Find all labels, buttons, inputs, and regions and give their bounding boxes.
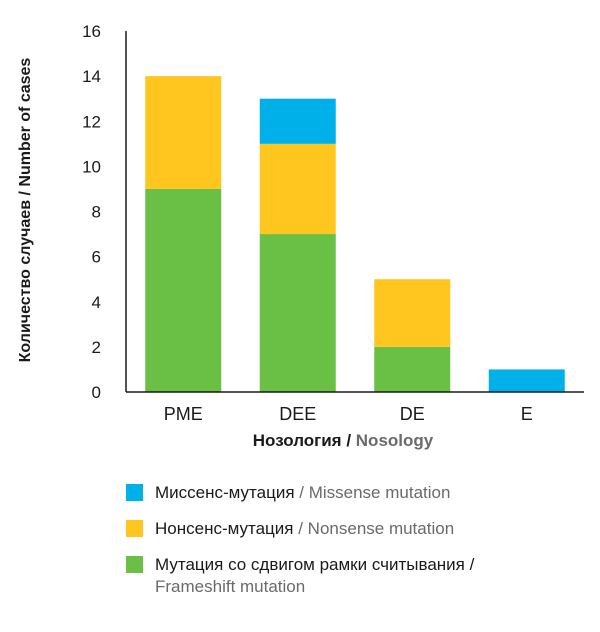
legend-label-frameshift: Мутация со сдвигом рамки считывания / Fr…: [155, 554, 474, 598]
legend-label-missense-ru: Миссенс-мутация: [155, 483, 295, 502]
bar-missense-dee: [259, 98, 336, 144]
y-tick-label: 16: [82, 22, 101, 41]
bar-frameshift-dee: [259, 234, 336, 392]
y-tick-label: 6: [92, 248, 101, 267]
bar-nonsense-pme: [145, 76, 222, 189]
legend-label-nonsense-ru: Нонсенс-мутация: [155, 519, 294, 538]
x-axis-title-en: Nosology: [356, 431, 434, 450]
legend-item-missense: Миссенс-мутация / Missense mutation: [126, 482, 586, 504]
bar-missense-e: [488, 369, 565, 392]
y-tick-label: 12: [82, 112, 101, 131]
legend-label-nonsense-en: Nonsense mutation: [307, 519, 455, 538]
legend-label-frameshift-sep: /: [464, 555, 475, 574]
x-axis-title-separator: /: [342, 431, 356, 450]
x-axis-title-ru: Нозология: [253, 431, 342, 450]
legend-label-missense: Миссенс-мутация / Missense mutation: [155, 482, 450, 504]
y-tick-label: 14: [82, 67, 101, 86]
x-tick-label: PME: [164, 404, 203, 424]
y-tick-label: 4: [92, 293, 101, 312]
x-tick-label: DE: [400, 404, 425, 424]
legend-label-missense-en: Missense mutation: [308, 483, 451, 502]
bar-nonsense-de: [374, 279, 451, 347]
legend-label-missense-sep: /: [294, 483, 309, 502]
y-axis-title-en: Number of cases: [17, 58, 34, 187]
y-tick-label: 2: [92, 338, 101, 357]
legend-swatch-frameshift: [126, 556, 143, 573]
legend-label-frameshift-ru: Мутация со сдвигом рамки считывания: [155, 555, 465, 574]
y-axis-title-separator: /: [17, 187, 34, 200]
legend-label-nonsense: Нонсенс-мутация / Nonsense mutation: [155, 518, 454, 540]
legend-swatch-nonsense: [126, 520, 143, 537]
bar-frameshift-pme: [145, 188, 222, 392]
x-axis-ticks: PME DEE DE E: [164, 404, 533, 424]
legend-swatch-missense: [126, 484, 143, 501]
legend-item-frameshift: Мутация со сдвигом рамки считывания / Fr…: [126, 554, 586, 598]
y-axis-ticks: 0 2 4 6 8 10 12 14 16: [82, 22, 101, 402]
x-tick-label: E: [521, 404, 533, 424]
bar-frameshift-de: [374, 346, 451, 392]
legend: Миссенс-мутация / Missense mutation Нонс…: [126, 482, 586, 612]
bar-nonsense-dee: [259, 143, 336, 235]
x-tick-label: DEE: [279, 404, 316, 424]
y-tick-label: 0: [92, 383, 101, 402]
y-axis-title: Количество случаев / Number of cases: [17, 58, 34, 363]
y-tick-label: 8: [92, 203, 101, 222]
y-tick-label: 10: [82, 157, 101, 176]
y-axis-title-ru: Количество случаев: [17, 200, 34, 363]
legend-label-nonsense-sep: /: [293, 519, 308, 538]
x-axis-title: Нозология / Nosology: [253, 431, 434, 450]
legend-label-frameshift-en: Frameshift mutation: [155, 577, 306, 596]
bars-group: [145, 76, 565, 392]
legend-item-nonsense: Нонсенс-мутация / Nonsense mutation: [126, 518, 586, 540]
